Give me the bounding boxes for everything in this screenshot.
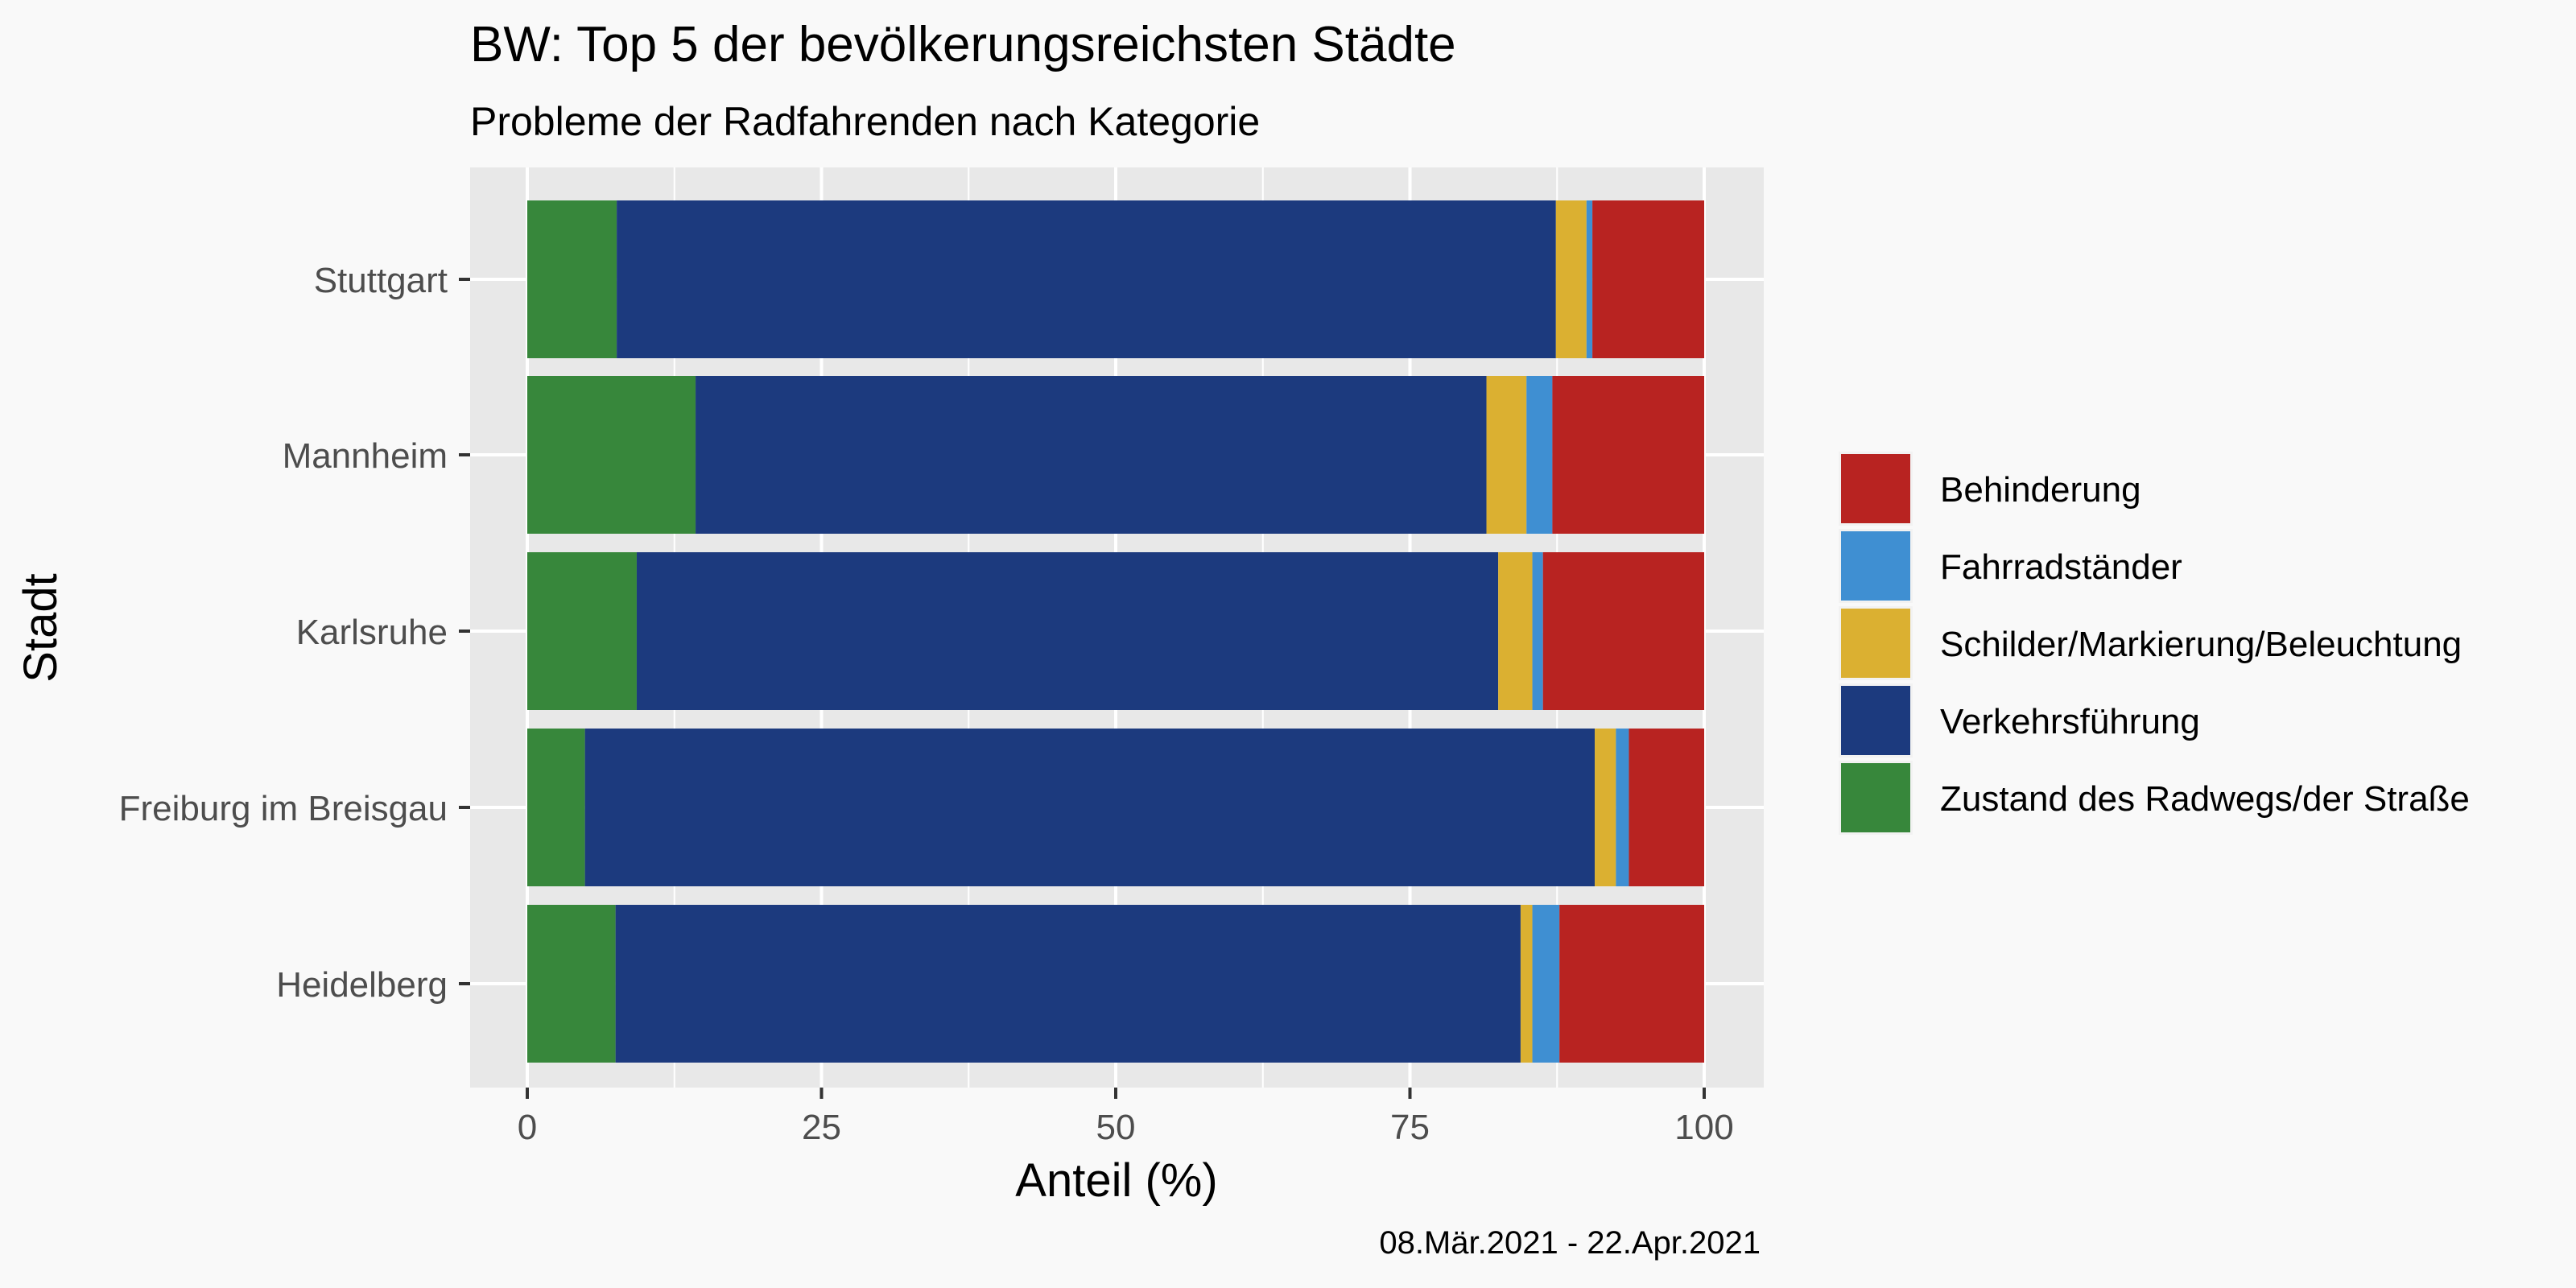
bar-segment xyxy=(527,200,617,358)
bar-segment xyxy=(1532,905,1560,1063)
chart-caption: 08.Mär.2021 - 22.Apr.2021 xyxy=(1379,1225,1761,1261)
bar-segment xyxy=(1542,552,1704,710)
x-tick-label: 25 xyxy=(802,1108,841,1147)
bar-segment xyxy=(1555,200,1587,358)
legend-swatch xyxy=(1841,609,1910,678)
chart-title: BW: Top 5 der bevölkerungsreichsten Städ… xyxy=(470,17,1456,72)
x-axis-title: Anteil (%) xyxy=(1015,1154,1217,1207)
y-axis-title: Stadt xyxy=(14,573,67,682)
legend-swatch xyxy=(1841,763,1910,832)
bar-segment xyxy=(1586,200,1593,358)
bar-segment xyxy=(1486,376,1527,534)
legend-label: Verkehrsführung xyxy=(1940,702,2200,741)
legend-swatch xyxy=(1841,454,1910,523)
legend-label: Fahrradständer xyxy=(1940,547,2182,587)
y-tick-label: Mannheim xyxy=(283,436,448,476)
x-tick-label: 50 xyxy=(1096,1108,1136,1147)
legend-label: Behinderung xyxy=(1940,470,2141,510)
bar-segment xyxy=(527,905,616,1063)
bar-segment xyxy=(1592,200,1704,358)
legend-swatch xyxy=(1841,531,1910,601)
bar-segment xyxy=(1498,552,1533,710)
bar-segment xyxy=(1532,552,1543,710)
bar-segment xyxy=(1552,376,1704,534)
legend-label: Schilder/Markierung/Beleuchtung xyxy=(1940,625,2462,664)
x-tick-label: 0 xyxy=(518,1108,537,1147)
bar-segment xyxy=(636,552,1499,710)
legend: Behinderung Fahrradständer Schilder/Markie… xyxy=(1839,452,2470,835)
bar-segment xyxy=(527,376,696,534)
x-tick-label: 100 xyxy=(1674,1108,1733,1147)
x-axis: 0 25 50 75 100 xyxy=(518,1088,1734,1147)
legend-label: Zustand des Radwegs/der Straße xyxy=(1940,779,2470,819)
bars xyxy=(527,200,1704,1063)
legend-swatch xyxy=(1841,686,1910,755)
x-tick-label: 75 xyxy=(1390,1108,1430,1147)
bar-segment xyxy=(527,729,585,886)
bar-segment xyxy=(1595,729,1616,886)
chart-subtitle: Probleme der Radfahrenden nach Kategorie xyxy=(470,99,1260,144)
bar-segment xyxy=(1526,376,1553,534)
bar-segment xyxy=(584,729,1596,886)
bar-segment xyxy=(617,200,1556,358)
y-tick-label: Heidelberg xyxy=(276,965,448,1005)
y-tick-label: Stuttgart xyxy=(314,261,448,300)
y-tick-label: Freiburg im Breisgau xyxy=(119,789,448,828)
bar-segment xyxy=(527,552,637,710)
bar-segment xyxy=(1559,905,1704,1063)
bar-segment xyxy=(696,376,1487,534)
y-tick-label: Karlsruhe xyxy=(296,613,448,652)
y-axis: Stuttgart Mannheim Karlsruhe Freiburg im Br… xyxy=(119,261,470,1005)
bar-segment xyxy=(1616,729,1629,886)
bar-segment xyxy=(615,905,1521,1063)
bar-segment xyxy=(1629,729,1704,886)
bar-segment xyxy=(1520,905,1533,1063)
